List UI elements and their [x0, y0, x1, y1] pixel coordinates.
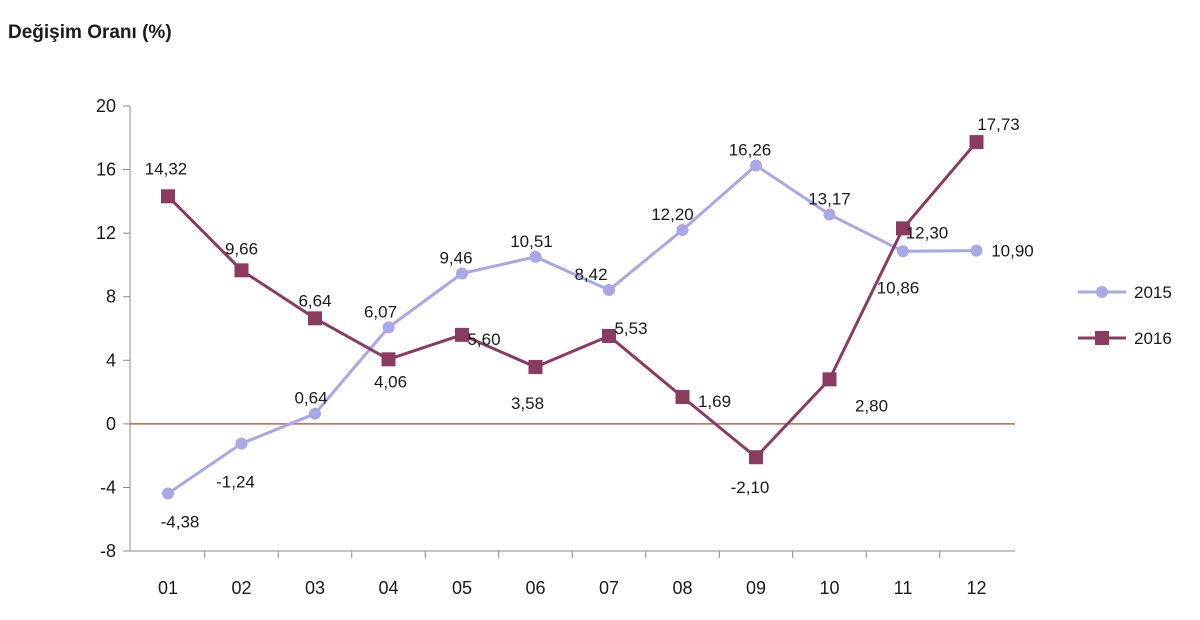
- data-label-2015: -1,24: [216, 473, 255, 492]
- data-label-2016: 1,69: [698, 392, 731, 411]
- y-tick-label: 4: [106, 350, 116, 370]
- x-tick-label: 02: [231, 578, 251, 598]
- x-tick-label: 04: [378, 578, 398, 598]
- x-tick-label: 06: [525, 578, 545, 598]
- data-label-2015: 10,90: [991, 242, 1034, 261]
- data-label-2015: 12,20: [651, 205, 694, 224]
- data-label-2016: 9,66: [225, 239, 258, 258]
- x-tick-label: 10: [819, 578, 839, 598]
- y-tick-label: 20: [96, 96, 116, 116]
- y-tick-label: -4: [100, 477, 116, 497]
- data-point-2015: [603, 284, 615, 297]
- data-label-2015: 13,17: [808, 190, 851, 209]
- y-tick-label: -8: [100, 541, 116, 561]
- series-line-2016: [166, 141, 978, 459]
- data-label-2016: 2,80: [855, 396, 888, 415]
- data-label-2016: 17,73: [977, 115, 1020, 134]
- data-point-2015: [235, 437, 248, 450]
- data-label-2015: 0,64: [294, 389, 327, 408]
- data-point-2015: [162, 487, 174, 500]
- y-tick-label: 0: [106, 414, 116, 434]
- y-tick-label: 8: [106, 287, 116, 307]
- x-tick-label: 08: [672, 578, 692, 598]
- data-point-2016: [528, 359, 543, 374]
- data-label-2016: 5,60: [467, 330, 500, 349]
- data-point-2015: [970, 244, 983, 257]
- data-label-2015: 16,26: [729, 140, 772, 159]
- data-label-2016: 6,64: [298, 291, 331, 310]
- data-point-2015: [456, 267, 468, 280]
- legend-marker-2015: [1096, 286, 1108, 298]
- data-label-2016: 14,32: [145, 159, 188, 178]
- x-tick-label: 12: [966, 578, 986, 598]
- data-point-2016: [455, 327, 469, 342]
- x-tick-label: 01: [158, 578, 178, 598]
- data-point-2016: [308, 311, 322, 326]
- data-point-2015: [750, 159, 762, 172]
- data-label-2015: 6,07: [364, 302, 397, 321]
- data-label-2015: 9,46: [439, 249, 472, 268]
- legend-label-2015: 2015: [1134, 283, 1172, 302]
- x-tick-label: 03: [305, 578, 325, 598]
- y-tick-label: 12: [96, 223, 116, 243]
- data-point-2015: [823, 208, 836, 221]
- x-tick-label: 07: [599, 578, 619, 598]
- data-point-2016: [749, 450, 763, 465]
- series-layer: [161, 135, 984, 500]
- legend-marker-2016: [1095, 331, 1109, 345]
- series-line-2015: [167, 163, 977, 495]
- x-tick-label: 05: [452, 578, 472, 598]
- data-point-2015: [897, 245, 909, 258]
- data-label-2015: -4,38: [161, 512, 200, 531]
- chart-title: Değişim Oranı (%): [8, 22, 172, 43]
- data-label-2015: 10,86: [877, 278, 920, 297]
- data-point-2015: [382, 321, 395, 334]
- data-label-2016: 5,53: [614, 319, 647, 338]
- data-point-2016: [381, 352, 396, 367]
- legend-label-2016: 2016: [1134, 329, 1172, 348]
- data-point-2015: [529, 250, 542, 263]
- data-label-2015: 8,42: [574, 265, 607, 284]
- data-label-2015: 10,51: [510, 232, 553, 251]
- data-point-2016: [234, 263, 249, 278]
- data-point-2016: [822, 372, 837, 387]
- data-point-2016: [675, 389, 690, 404]
- data-point-2015: [676, 223, 689, 236]
- data-point-2016: [969, 135, 984, 150]
- data-label-2016: 3,58: [511, 394, 544, 413]
- data-point-2015: [309, 407, 321, 420]
- data-label-2016: 4,06: [374, 372, 407, 391]
- data-labels: -4,38 -1,24 0,64 6,07 9,46 10,51 8,42 12,20 16,2…: [145, 115, 1034, 531]
- data-point-2016: [896, 221, 910, 236]
- x-tick-label: 11: [894, 578, 913, 598]
- x-tick-label: 09: [746, 578, 766, 598]
- data-label-2016: -2,10: [731, 478, 770, 497]
- data-label-2016: 12,30: [906, 223, 949, 242]
- data-point-2016: [161, 189, 175, 204]
- y-tick-label: 16: [96, 160, 116, 180]
- legend: 2015 2016: [1078, 283, 1172, 348]
- data-point-2016: [602, 328, 616, 343]
